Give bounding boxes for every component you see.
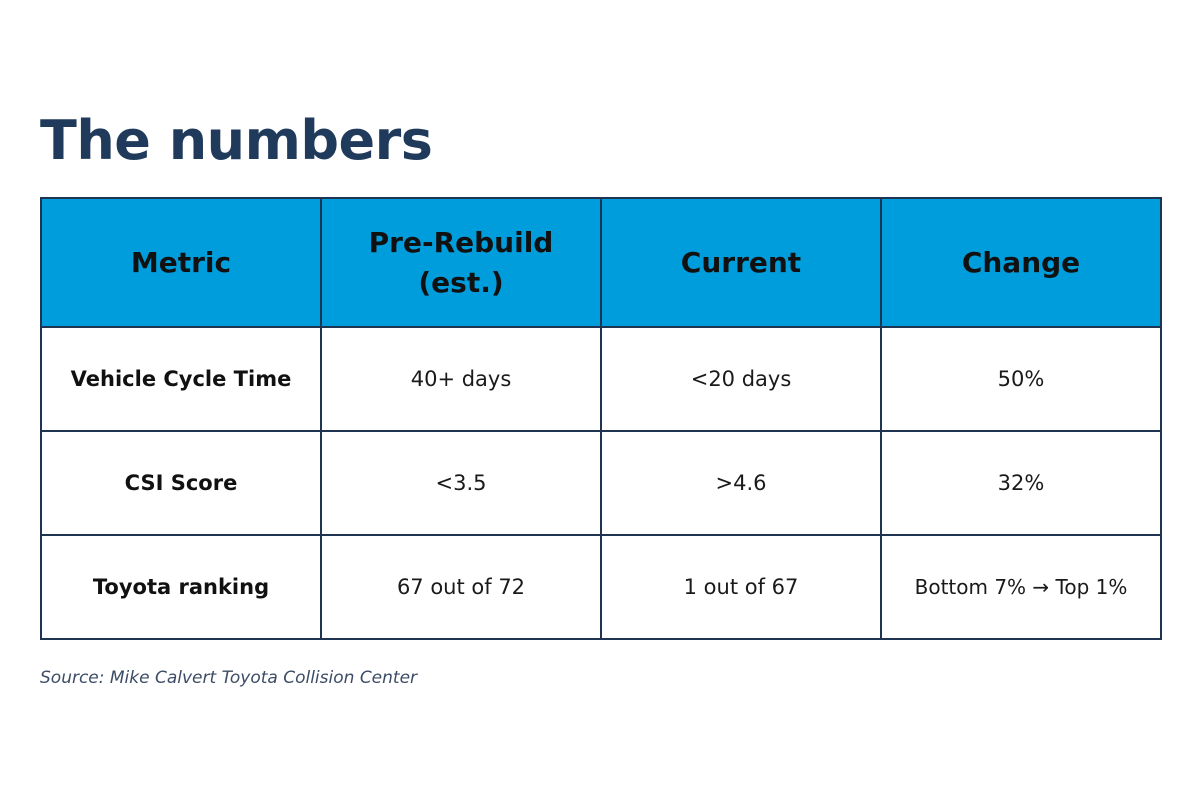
source-note: Source: Mike Calvert Toyota Collision Ce…	[40, 668, 418, 688]
row-change-cell: Bottom 7% → Top 1%	[880, 534, 1162, 640]
row-change-cell: 50%	[880, 326, 1162, 432]
header-change: Change	[880, 197, 1162, 328]
row-metric-cell: Vehicle Cycle Time	[40, 326, 322, 432]
table-row: Vehicle Cycle Time 40+ days <20 days 50%	[40, 326, 1162, 432]
row-pre-rebuild-cell: <3.5	[320, 430, 602, 536]
row-current-cell: <20 days	[600, 326, 882, 432]
table-row: Toyota ranking 67 out of 72 1 out of 67 …	[40, 534, 1162, 640]
header-pre-rebuild: Pre-Rebuild (est.)	[320, 197, 602, 328]
header-pre-rebuild-line1: Pre-Rebuild	[368, 225, 554, 259]
row-pre-rebuild-cell: 40+ days	[320, 326, 602, 432]
table-body: Vehicle Cycle Time 40+ days <20 days 50%…	[40, 326, 1162, 640]
row-current-cell: >4.6	[600, 430, 882, 536]
page-title: The numbers	[40, 109, 433, 172]
row-metric-cell: CSI Score	[40, 430, 322, 536]
row-pre-rebuild-cell: 67 out of 72	[320, 534, 602, 640]
header-row: Metric Pre-Rebuild (est.) Current Change	[40, 197, 1162, 328]
row-change-cell: 32%	[880, 430, 1162, 536]
numbers-table: Metric Pre-Rebuild (est.) Current Change…	[40, 197, 1162, 640]
row-current-cell: 1 out of 67	[600, 534, 882, 640]
table-header: Metric Pre-Rebuild (est.) Current Change	[40, 197, 1162, 328]
header-pre-rebuild-line2: (est.)	[418, 265, 504, 299]
header-current: Current	[600, 197, 882, 328]
row-metric-cell: Toyota ranking	[40, 534, 322, 640]
header-metric: Metric	[40, 197, 322, 328]
table-row: CSI Score <3.5 >4.6 32%	[40, 430, 1162, 536]
